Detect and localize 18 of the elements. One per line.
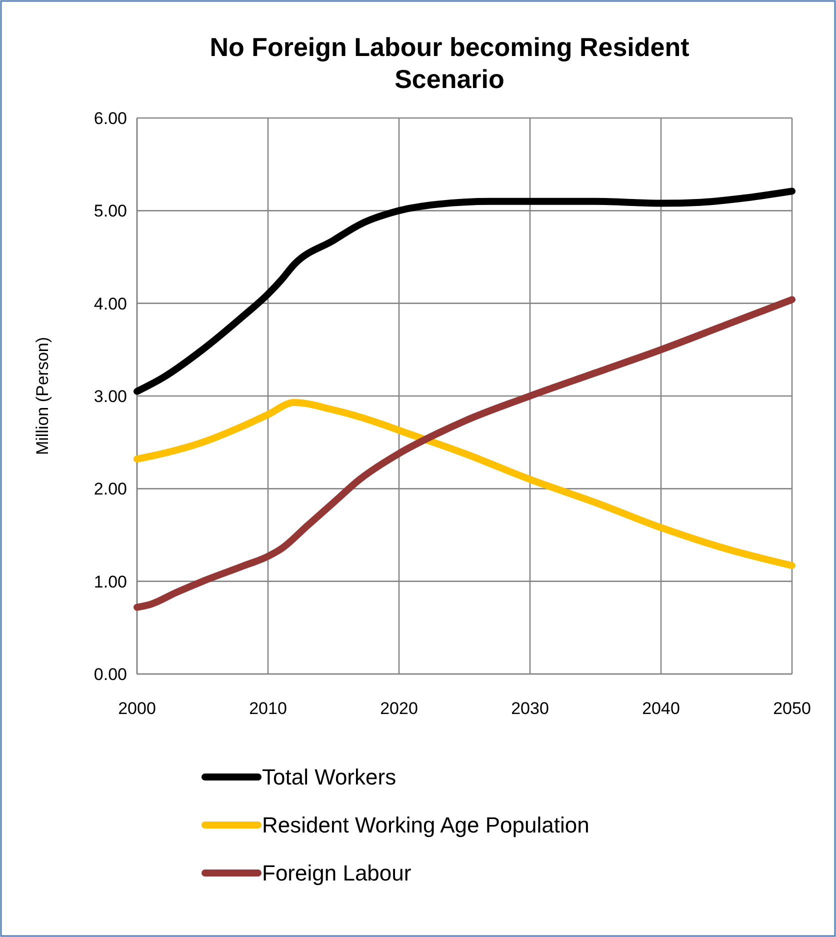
- x-tick-label: 2000: [118, 699, 156, 718]
- y-tick-label: 2.00: [94, 480, 127, 499]
- x-tick-label: 2030: [511, 699, 549, 718]
- x-tick-label: 2050: [773, 699, 811, 718]
- y-tick-label: 6.00: [94, 108, 127, 128]
- y-tick-label: 3.00: [94, 386, 127, 406]
- x-tick-label: 2040: [642, 699, 680, 718]
- y-tick-label: 0.00: [94, 664, 127, 684]
- legend-label: Resident Working Age Population: [262, 812, 590, 838]
- y-tick-label: 1.00: [94, 572, 127, 592]
- chart-title: No Foreign Labour becoming Resident Scenario: [210, 32, 690, 94]
- x-tick-label: 2010: [249, 699, 287, 718]
- legend-label: Total Workers: [262, 764, 396, 790]
- x-tick-label: 2020: [380, 699, 418, 718]
- y-tick-label: 4.00: [94, 294, 127, 314]
- y-tick-label: 5.00: [94, 202, 127, 221]
- y-axis-title: Million (Person): [33, 336, 52, 456]
- legend-label: Foreign Labour: [262, 860, 412, 886]
